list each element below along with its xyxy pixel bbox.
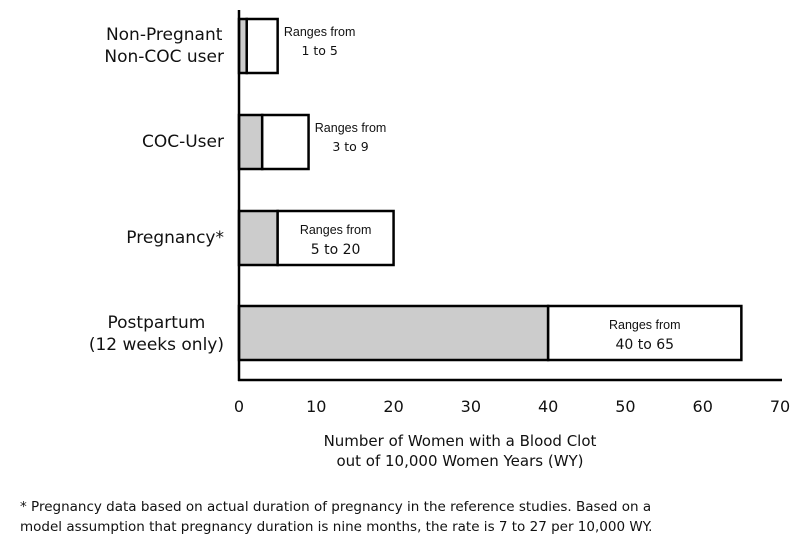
annotation-line1: Ranges from	[609, 318, 681, 332]
annotation-line2: 40 to 65	[615, 337, 674, 353]
x-tick-label: 30	[461, 397, 481, 416]
x-tick-labels: 0 10 20 30 40 50 60 70	[234, 397, 790, 416]
annotation-line1: Ranges from	[315, 121, 387, 135]
bar-range-segment	[245, 17, 279, 75]
x-tick-label: 50	[615, 397, 635, 416]
bars-group	[237, 17, 743, 362]
annotation-line1: Ranges from	[300, 223, 372, 237]
x-tick-label: 70	[770, 397, 790, 416]
x-axis-title-line2: out of 10,000 Women Years (WY)	[336, 452, 584, 470]
category-label-line: Postpartum	[107, 313, 206, 333]
x-tick-label: 40	[538, 397, 558, 416]
annotation-line2: 3 to 9	[332, 139, 368, 154]
bar-range-segment	[276, 209, 395, 267]
category-label-non-pregnant: Non-Pregnant Non-COC user	[104, 24, 224, 68]
annotation-line2: 5 to 20	[311, 242, 361, 258]
category-label-line: COC-User	[141, 132, 224, 152]
footnote: * Pregnancy data based on actual duratio…	[20, 497, 808, 537]
footnote-line2: model assumption that pregnancy duration…	[20, 519, 653, 535]
category-label-line: Non-Pregnant	[105, 25, 223, 45]
bar-low-segment	[237, 113, 264, 171]
category-label-line: Pregnancy*	[126, 228, 224, 248]
annotation-line2: 1 to 5	[301, 43, 337, 58]
bar-low-segment	[237, 304, 550, 362]
footnote-line1: * Pregnancy data based on actual duratio…	[20, 499, 652, 515]
bar-range-segment	[546, 304, 743, 362]
x-axis-title-line1: Number of Women with a Blood Clot	[323, 432, 597, 450]
annotations-group: Ranges from 1 to 5 Ranges from 3 to 9 Ranges…	[284, 25, 681, 353]
x-tick-label: 10	[306, 397, 326, 416]
category-label-postpartum: Postpartum (12 weeks only)	[89, 312, 224, 356]
category-label-pregnancy: Pregnancy*	[126, 227, 224, 249]
x-tick-label: 20	[383, 397, 403, 416]
x-tick-label: 60	[693, 397, 713, 416]
category-label-coc-user: COC-User	[142, 131, 224, 153]
category-label-line: Non-COC user	[104, 47, 224, 67]
category-label-line: (12 weeks only)	[88, 335, 224, 355]
bar-low-segment	[237, 209, 279, 267]
bar-range-segment	[260, 113, 310, 171]
annotation-line1: Ranges from	[284, 25, 356, 39]
x-tick-label: 0	[234, 397, 244, 416]
x-axis-title: Number of Women with a Blood Clot out of…	[300, 431, 620, 471]
